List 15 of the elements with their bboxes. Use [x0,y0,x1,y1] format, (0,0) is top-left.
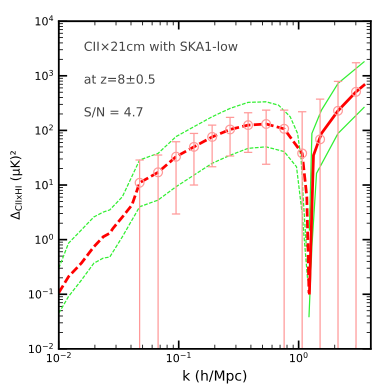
y-tick-label: 10$^{2}$ [36,124,53,135]
annotation: CII×21cm with SKA1-low [84,41,238,52]
x-axis-title: k (h/Mpc) [183,370,246,384]
y-tick-label: 10$^{−1}$ [29,288,53,299]
x-tick-label: 10$^{−2}$ [46,352,71,362]
annotation: S/N = 4.7 [84,107,142,118]
y-axis-title: Δ$_{CIIxHI}$ (μK)² [10,151,22,220]
y-tick-label: 10$^{4}$ [36,15,54,26]
x-tick-label: 10$^{0}$ [290,352,308,362]
y-tick-label: 10$^{1}$ [36,179,53,190]
y-tick-label: 10$^{3}$ [36,70,53,80]
y-tick-label: 10$^{0}$ [36,234,54,244]
x-tick-label: 10$^{−1}$ [166,352,191,362]
annotation: at z=8±0.5 [84,74,155,84]
y-tick-label: 10$^{−2}$ [29,342,53,354]
